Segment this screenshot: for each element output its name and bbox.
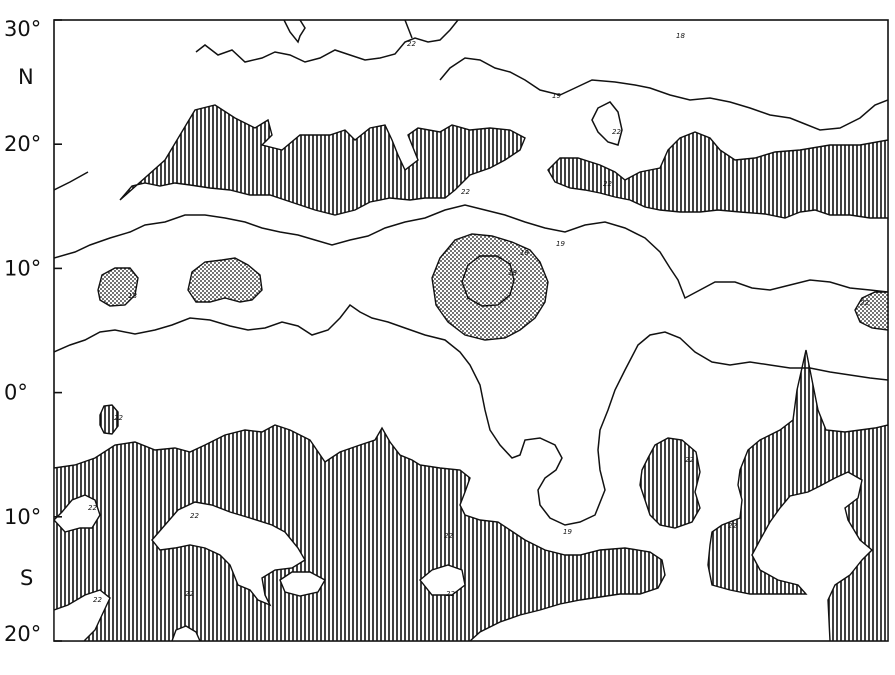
contour-line [54, 204, 888, 300]
contour-label: 18 [676, 32, 685, 40]
contour-label: 22 [685, 456, 694, 464]
plot-area [54, 20, 888, 641]
contour-label: 22 [190, 512, 199, 520]
y-axis: 30° 20° 10° 0° 10° 20° [4, 17, 62, 646]
stippled-region [187, 257, 263, 303]
hatched-region [54, 424, 666, 641]
blank-region [151, 501, 306, 607]
hatched-region [639, 437, 701, 529]
y-tick-label: 20° [4, 622, 41, 646]
stippled-region [97, 267, 139, 307]
y-tick-label: 10° [4, 505, 41, 529]
contour-label: 22 [860, 299, 869, 307]
hatched-region [99, 404, 119, 435]
blank-region [279, 571, 326, 597]
contour-label: 19 [556, 240, 565, 248]
hatched-region [547, 131, 888, 219]
blank-region [419, 564, 466, 596]
contour-label: 19 [552, 92, 561, 100]
north-label: N [18, 65, 34, 89]
contour-labels: 22 19 18 19 22 19 18 22 22 22 19 22 22 2… [88, 32, 869, 604]
contour-label: 22 [612, 128, 621, 136]
contour-label: 22 [446, 590, 455, 598]
blank-region [54, 494, 101, 533]
contour-line [54, 171, 89, 191]
hatched-region [707, 349, 888, 641]
blank-region [54, 589, 111, 641]
y-tick-label: 10° [4, 256, 41, 280]
stippled-inner-contour [461, 255, 515, 307]
contour-label: 19 [520, 249, 529, 257]
y-tick-label: 0° [4, 381, 28, 405]
contour-label: 22 [728, 522, 737, 530]
south-label: S [20, 566, 33, 590]
contour-label: 22 [185, 590, 194, 598]
contour-line [404, 20, 413, 39]
y-tick-label: 20° [4, 132, 41, 156]
contour-line [439, 57, 888, 131]
contour-line [283, 20, 306, 44]
contour-label: 18 [128, 292, 137, 300]
hatched-region [119, 104, 526, 216]
stippled-region [854, 291, 888, 331]
contour-label: 22 [88, 504, 97, 512]
contour-line [195, 20, 459, 63]
contour-label: 22 [114, 414, 123, 422]
contour-line [54, 303, 888, 526]
contour-label: 22 [461, 188, 470, 196]
contour-label: 22 [603, 180, 612, 188]
blank-region [171, 625, 201, 641]
contour-line [591, 101, 623, 146]
y-tick-label: 30° [4, 17, 41, 41]
contour-label: 18 [508, 269, 517, 277]
contour-label: 22 [444, 532, 453, 540]
contour-label: 19 [563, 528, 572, 536]
contour-label: 22 [407, 40, 416, 48]
contour-label: 22 [93, 596, 102, 604]
